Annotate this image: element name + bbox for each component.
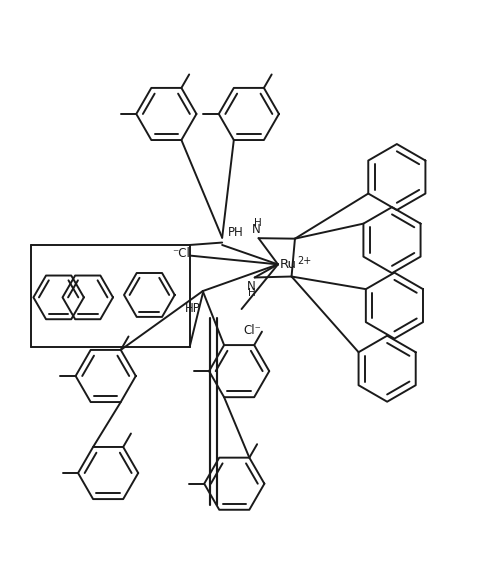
Text: N: N	[252, 222, 261, 236]
Text: Ru: Ru	[280, 258, 297, 271]
Text: HP: HP	[184, 302, 201, 315]
Text: N: N	[246, 280, 255, 293]
Text: 2+: 2+	[297, 255, 312, 265]
Text: Cl⁻: Cl⁻	[244, 323, 261, 336]
Text: PH: PH	[228, 226, 244, 239]
Text: H: H	[254, 218, 262, 228]
Text: H: H	[248, 288, 256, 298]
Text: ⁻Cl: ⁻Cl	[172, 247, 190, 260]
